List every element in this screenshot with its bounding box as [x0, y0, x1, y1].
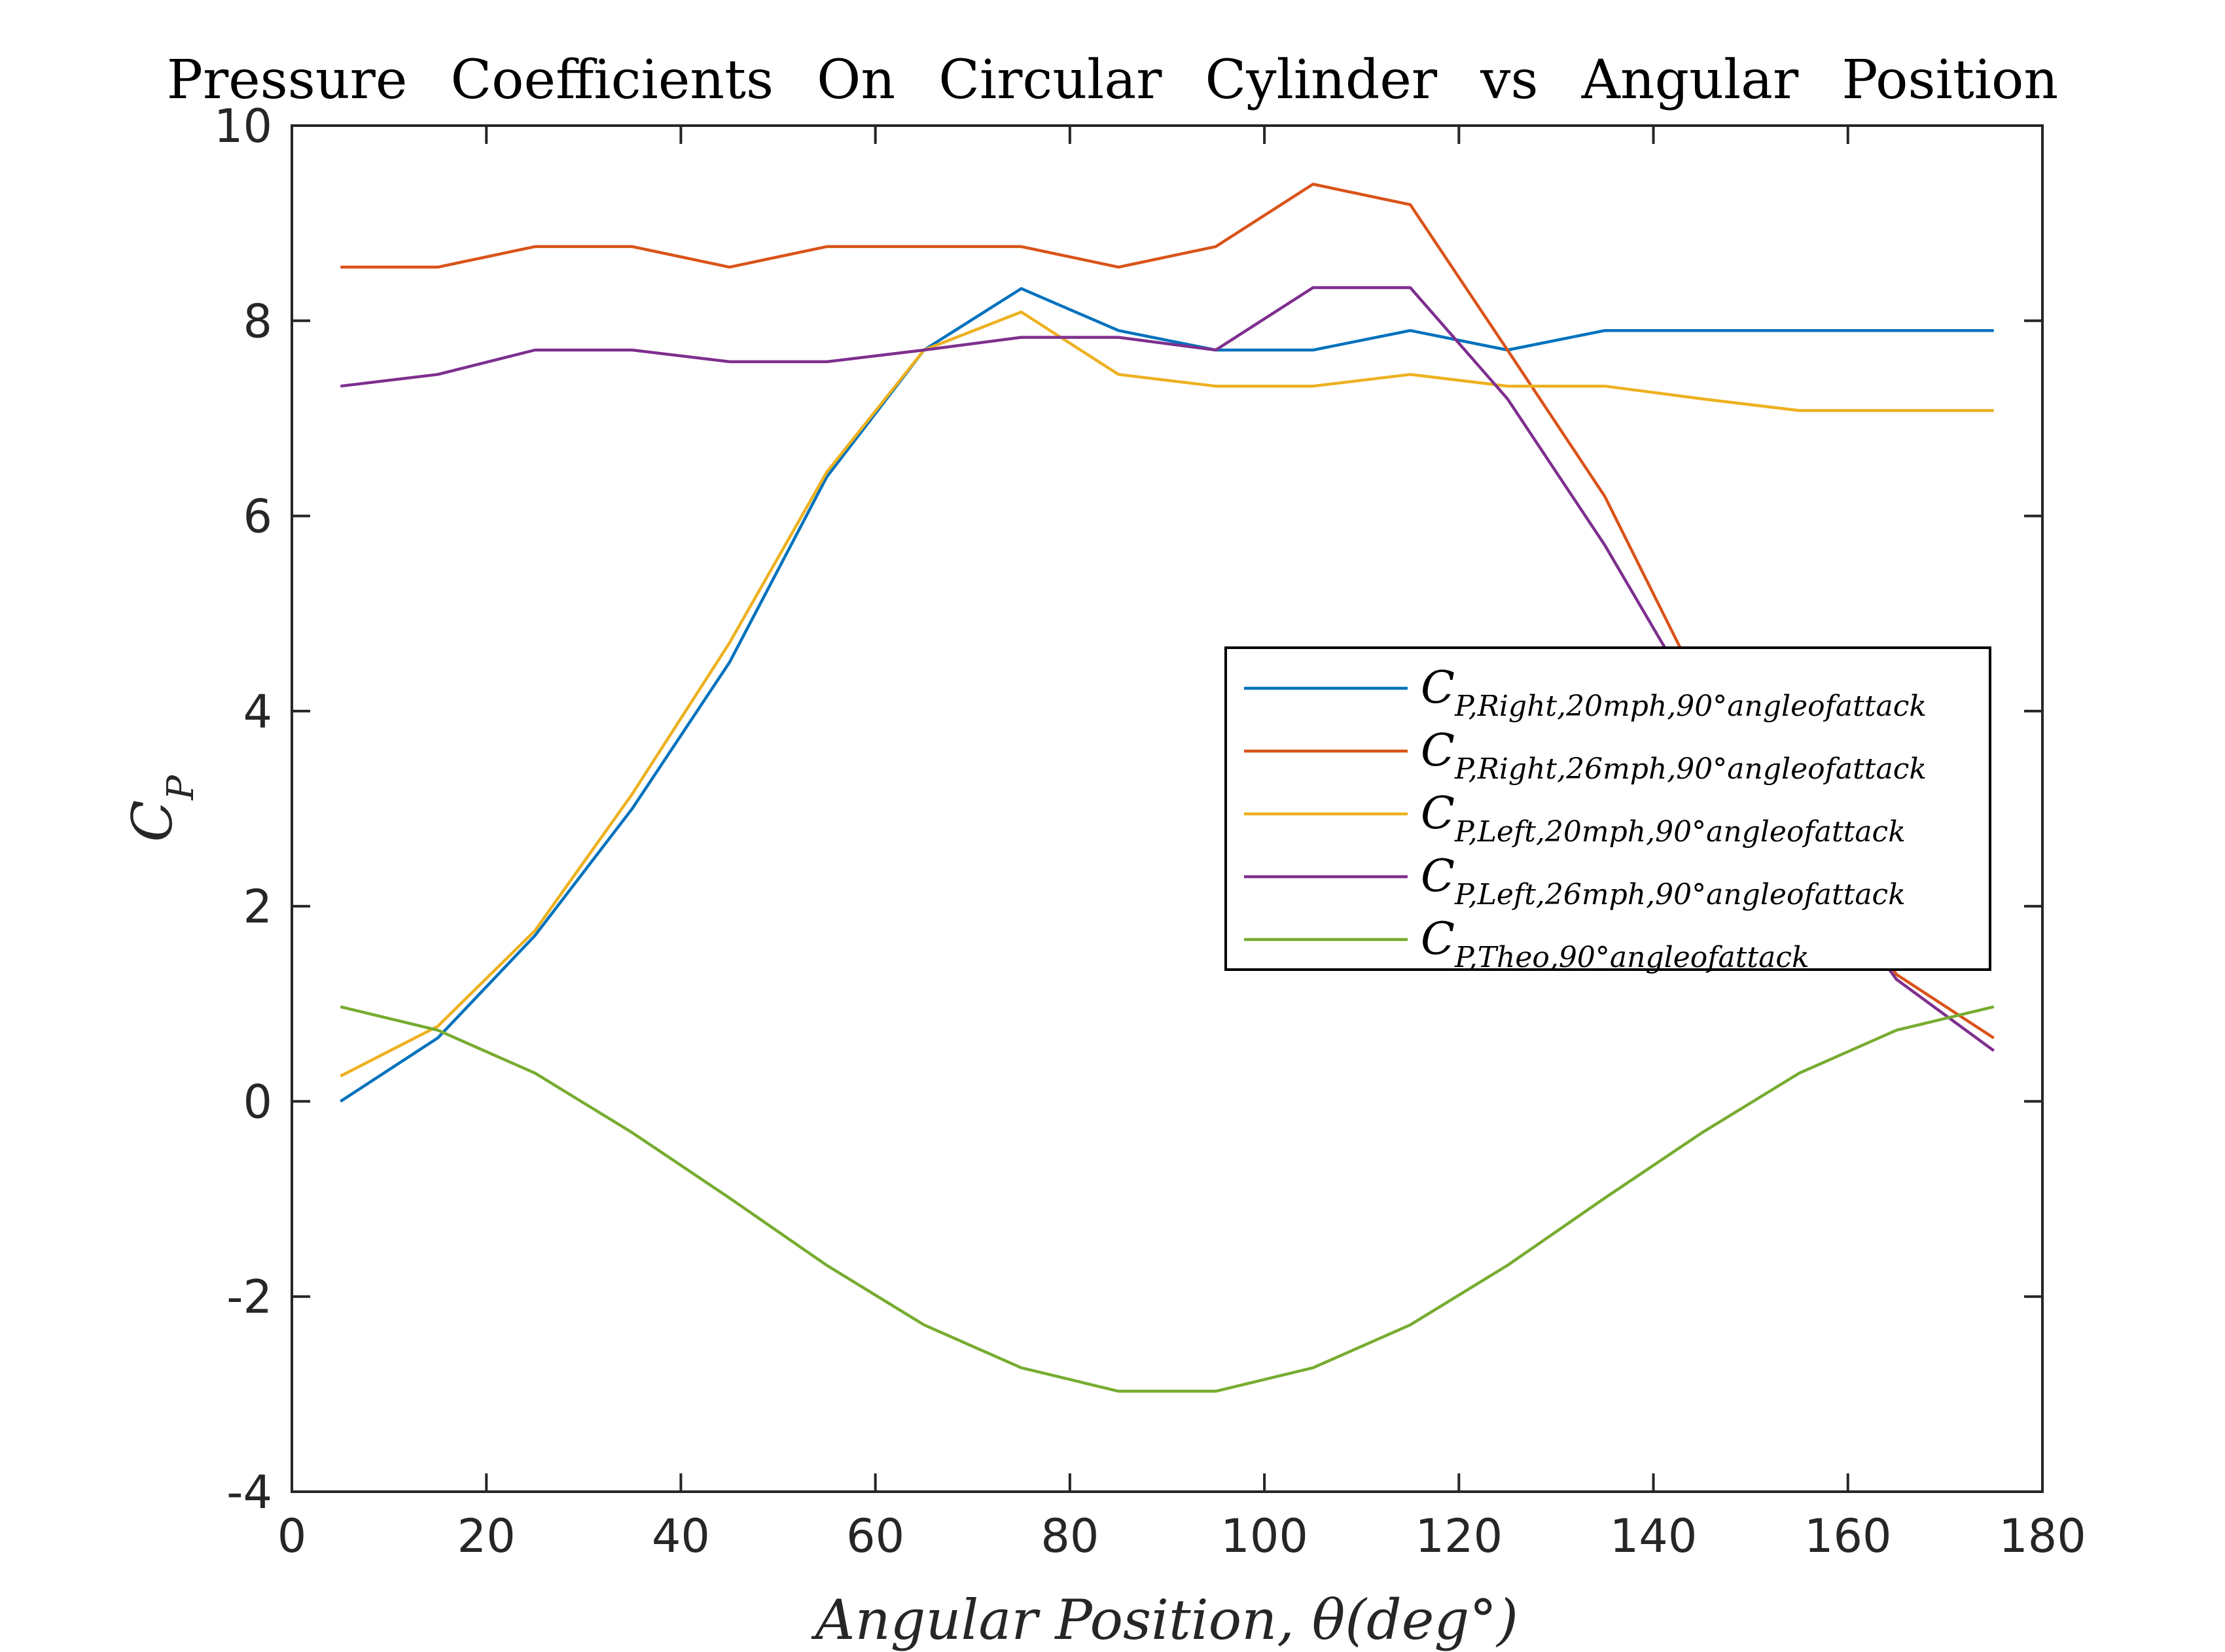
y-tick-label: 6 — [243, 490, 272, 544]
x-axis-label: Angular Position, θ(deg°) — [811, 1588, 1518, 1652]
x-tick-label: 80 — [1041, 1509, 1099, 1563]
series-line-3 — [340, 310, 1994, 1078]
y-axis-label: CP — [120, 775, 202, 842]
legend-label: CP,Left,20mph,90°angleofattack — [1421, 788, 1906, 849]
y-tick-label: -2 — [226, 1271, 272, 1324]
x-tick-label: 40 — [652, 1509, 710, 1563]
y-tick-label: 10 — [214, 99, 272, 153]
y-tick-label: -4 — [226, 1466, 272, 1519]
series-line-1 — [340, 287, 1994, 1103]
legend-label: CP,Right,20mph,90°angleofattack — [1421, 662, 1927, 723]
chart-title: Pressure Coefficients On Circular Cylind… — [167, 49, 2058, 111]
x-tick-label: 0 — [277, 1509, 307, 1563]
y-tick-label: 8 — [243, 294, 272, 348]
x-tick-label: 180 — [1999, 1509, 2086, 1563]
x-tick-label: 60 — [846, 1509, 904, 1563]
legend-label: CP,Theo,90°angleofattack — [1421, 913, 1809, 974]
x-tick-label: 140 — [1610, 1509, 1698, 1563]
axis-ticks: 0 20 40 60 80 100 120 140 160 180 -4 -2 0 2 4 6 8 10 — [214, 99, 2086, 1563]
legend-label: CP,Right,26mph,90°angleofattack — [1421, 725, 1927, 786]
y-tick-label: 0 — [243, 1075, 272, 1129]
series-line-5 — [340, 1005, 1995, 1393]
y-tick-label: 2 — [243, 880, 272, 934]
x-tick-label: 120 — [1415, 1509, 1503, 1563]
svg-text:CP: CP — [120, 775, 202, 842]
x-tick-label: 20 — [457, 1509, 516, 1563]
x-tick-label: 160 — [1804, 1509, 1892, 1563]
y-tick-label: 4 — [243, 685, 272, 739]
legend-box — [1224, 646, 1991, 971]
legend: CP,Right,20mph,90°angleofattackCP,Right,… — [1224, 646, 1991, 974]
legend-label: CP,Left,26mph,90°angleofattack — [1421, 851, 1906, 911]
x-tick-label: 100 — [1220, 1509, 1308, 1563]
